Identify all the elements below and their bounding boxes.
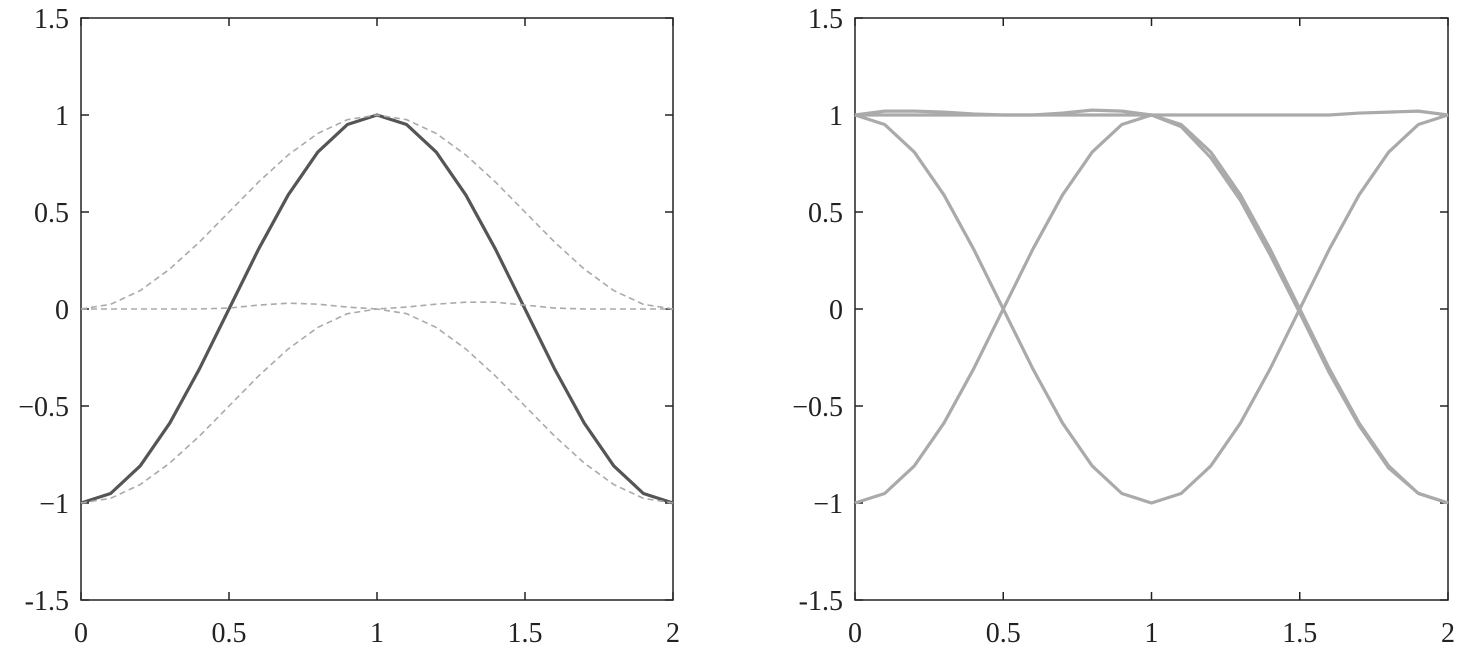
x-tick-label: 0 [848,618,862,649]
y-tick-label: 1 [829,101,843,132]
x-tick-label: 1.5 [1282,618,1317,649]
y-tick-label: 1 [55,101,69,132]
y-tick-label: −0.5 [18,392,69,423]
y-tick-label: −0.5 [792,392,843,423]
line-series [81,301,673,310]
y-tick-label: −1 [39,489,69,520]
line-series [854,113,1449,505]
line-series [854,113,1449,505]
y-tick-label: 0.5 [34,198,69,229]
x-tick-label: 1.5 [508,618,543,649]
y-tick-label: −1 [813,489,843,520]
y-tick-label: -1.5 [25,586,69,617]
line-series [80,308,674,504]
y-tick-label: 1.5 [34,4,69,35]
line-series [855,113,1449,505]
x-tick-label: 2 [666,618,680,649]
x-tick-label: 1 [370,618,384,649]
x-tick-label: 0.5 [986,618,1021,649]
y-tick-label: 0 [55,295,69,326]
y-tick-label: 0 [829,295,843,326]
line-series [80,114,674,310]
x-tick-label: 2 [1441,618,1455,649]
x-tick-label: 1 [1145,618,1159,649]
plot-frame [854,17,1449,601]
y-tick-label: 1.5 [808,4,843,35]
x-tick-label: 0 [74,618,88,649]
x-tick-label: 0.5 [212,618,247,649]
y-tick-label: -1.5 [799,586,843,617]
y-tick-label: 0.5 [808,198,843,229]
